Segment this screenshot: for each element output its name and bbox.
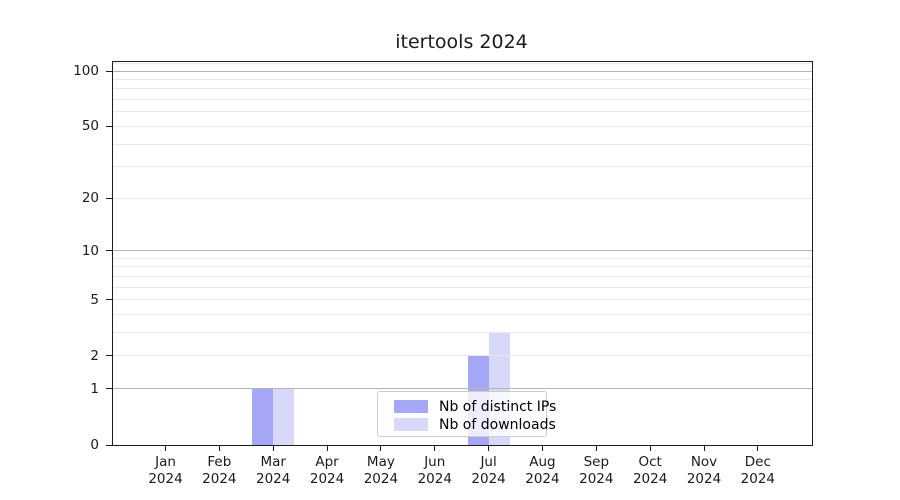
x-tick-label: Sep 2024 xyxy=(564,454,628,488)
y-tick-label: 5 xyxy=(90,291,99,308)
legend-swatch-distinct-ips xyxy=(394,400,428,413)
x-tick-label-year: 2024 xyxy=(686,471,722,487)
minor-gridline xyxy=(113,332,812,334)
major-gridline xyxy=(113,70,812,72)
x-tick-label: Nov 2024 xyxy=(672,454,736,488)
x-tick-label: Apr 2024 xyxy=(295,454,359,488)
y-tick-mark xyxy=(106,250,112,252)
x-tick-mark xyxy=(218,446,220,451)
y-tick-label: 50 xyxy=(81,118,99,135)
x-tick-label-year: 2024 xyxy=(632,471,668,487)
x-tick-label-year: 2024 xyxy=(256,471,291,487)
x-tick-label: Dec 2024 xyxy=(726,454,790,488)
x-tick-label: Feb 2024 xyxy=(187,454,251,488)
x-tick-label: Jan 2024 xyxy=(134,454,198,488)
minor-gridline xyxy=(113,143,812,145)
x-tick-mark xyxy=(703,446,705,451)
y-tick-mark xyxy=(106,125,112,127)
x-tick-mark xyxy=(272,446,274,451)
minor-gridline xyxy=(113,88,812,90)
x-tick-label-year: 2024 xyxy=(202,471,237,487)
x-tick-label-year: 2024 xyxy=(363,471,399,487)
x-tick-label-year: 2024 xyxy=(417,471,452,487)
minor-gridline xyxy=(113,257,812,259)
minor-gridline xyxy=(113,314,812,316)
x-tick-label: May 2024 xyxy=(349,454,413,488)
bar-downloads-mar-2024 xyxy=(273,388,295,445)
x-tick-label: Jun 2024 xyxy=(403,454,467,488)
legend: Nb of distinct IPs Nb of downloads xyxy=(377,391,556,437)
minor-gridline xyxy=(113,99,812,101)
x-tick-mark xyxy=(488,446,490,451)
x-tick-mark xyxy=(649,446,651,451)
y-tick-label: 10 xyxy=(81,242,99,259)
x-tick-mark xyxy=(757,446,759,451)
x-tick-label-year: 2024 xyxy=(471,471,506,487)
y-tick-mark xyxy=(106,70,112,72)
legend-swatch-downloads xyxy=(394,418,428,431)
x-tick-label: Oct 2024 xyxy=(618,454,682,488)
legend-label-distinct-ips: Nb of distinct IPs xyxy=(439,398,557,415)
x-tick-mark xyxy=(595,446,597,451)
minor-gridline xyxy=(113,266,812,268)
y-tick-label: 0 xyxy=(90,437,99,453)
minor-gridline xyxy=(113,276,812,278)
x-tick-label-year: 2024 xyxy=(740,471,776,487)
minor-gridline xyxy=(113,197,812,199)
y-tick-mark xyxy=(106,444,112,446)
minor-gridline xyxy=(113,111,812,113)
y-tick-label: 20 xyxy=(81,190,99,207)
x-tick-label: Mar 2024 xyxy=(241,454,305,488)
x-tick-label-year: 2024 xyxy=(525,471,560,487)
x-tick-label: Aug 2024 xyxy=(510,454,574,488)
x-tick-mark xyxy=(434,446,436,451)
x-tick-mark xyxy=(541,446,543,451)
minor-gridline xyxy=(113,166,812,168)
minor-gridline xyxy=(113,62,812,64)
x-tick-mark xyxy=(165,446,166,451)
legend-label-downloads: Nb of downloads xyxy=(439,416,556,433)
x-tick-label: Jul 2024 xyxy=(457,454,521,488)
y-tick-mark xyxy=(106,388,112,390)
major-gridline xyxy=(113,388,812,390)
minor-gridline xyxy=(113,299,812,301)
y-tick-label: 2 xyxy=(90,347,99,364)
legend-entry-downloads: Nb of downloads xyxy=(378,416,556,433)
x-tick-label-year: 2024 xyxy=(309,471,345,487)
minor-gridline xyxy=(113,79,812,81)
major-gridline xyxy=(113,250,812,252)
y-tick-label: 1 xyxy=(90,380,99,397)
x-tick-label-year: 2024 xyxy=(579,471,614,487)
plot-area: 0 1 2 5 10 20 50 100 Jan 2024 Feb 2024 Mar 2024 Apr 202… xyxy=(73,61,813,487)
bar-distinct-ips-mar-2024 xyxy=(252,388,274,445)
x-tick-mark xyxy=(326,446,328,451)
x-tick-label-year: 2024 xyxy=(148,471,183,487)
legend-entry-distinct-ips: Nb of distinct IPs xyxy=(378,398,556,415)
y-tick-mark xyxy=(106,355,112,357)
y-tick-label: 100 xyxy=(73,63,99,80)
minor-gridline xyxy=(113,125,812,127)
minor-gridline xyxy=(113,286,812,288)
y-tick-mark xyxy=(106,197,112,199)
x-tick-mark xyxy=(380,446,382,451)
chart-title: itertools 2024 xyxy=(395,31,528,53)
y-tick-mark xyxy=(106,299,112,301)
minor-gridline xyxy=(113,355,812,357)
